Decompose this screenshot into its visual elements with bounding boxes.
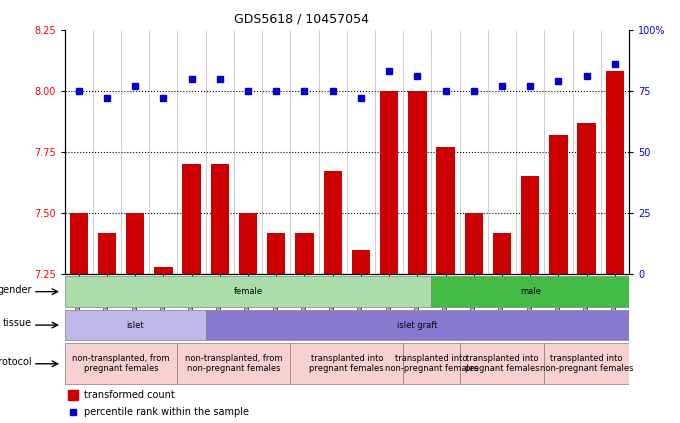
Bar — [211, 164, 229, 274]
Bar — [177, 343, 290, 384]
Bar — [606, 71, 624, 274]
Text: non-transplanted, from
non-pregnant females: non-transplanted, from non-pregnant fema… — [185, 354, 283, 374]
Bar — [267, 233, 286, 274]
Text: female: female — [233, 287, 262, 296]
Text: transplanted into
pregnant females: transplanted into pregnant females — [464, 354, 539, 374]
Bar — [549, 135, 568, 274]
Text: tissue: tissue — [3, 319, 31, 329]
Bar — [493, 233, 511, 274]
Text: transformed count: transformed count — [84, 390, 175, 400]
Text: percentile rank within the sample: percentile rank within the sample — [84, 407, 250, 418]
Bar — [239, 213, 257, 274]
Text: islet: islet — [126, 321, 144, 330]
Text: GDS5618 / 10457054: GDS5618 / 10457054 — [234, 13, 369, 26]
Bar — [126, 213, 144, 274]
Text: male: male — [520, 287, 541, 296]
Bar — [65, 277, 432, 307]
Bar — [577, 123, 596, 274]
Bar — [380, 91, 398, 274]
Text: islet graft: islet graft — [397, 321, 437, 330]
Bar — [69, 213, 88, 274]
Bar — [98, 233, 116, 274]
Bar — [65, 343, 177, 384]
Bar — [154, 267, 173, 274]
Bar — [352, 250, 370, 274]
Text: transplanted into
non-pregnant females: transplanted into non-pregnant females — [385, 354, 478, 374]
Text: gender: gender — [0, 285, 31, 295]
Bar — [65, 310, 205, 340]
Text: protocol: protocol — [0, 357, 31, 367]
Bar — [432, 277, 629, 307]
Bar — [408, 91, 426, 274]
Bar — [205, 310, 629, 340]
Bar — [290, 343, 403, 384]
Bar — [521, 176, 539, 274]
Text: transplanted into
pregnant females: transplanted into pregnant females — [309, 354, 384, 374]
Text: non-transplanted, from
pregnant females: non-transplanted, from pregnant females — [72, 354, 170, 374]
Text: transplanted into
non-pregnant females: transplanted into non-pregnant females — [540, 354, 633, 374]
Bar — [324, 171, 342, 274]
Bar — [295, 233, 313, 274]
Bar — [544, 343, 629, 384]
Bar — [403, 343, 460, 384]
Bar — [464, 213, 483, 274]
Bar — [182, 164, 201, 274]
Bar — [437, 147, 455, 274]
Bar — [460, 343, 544, 384]
